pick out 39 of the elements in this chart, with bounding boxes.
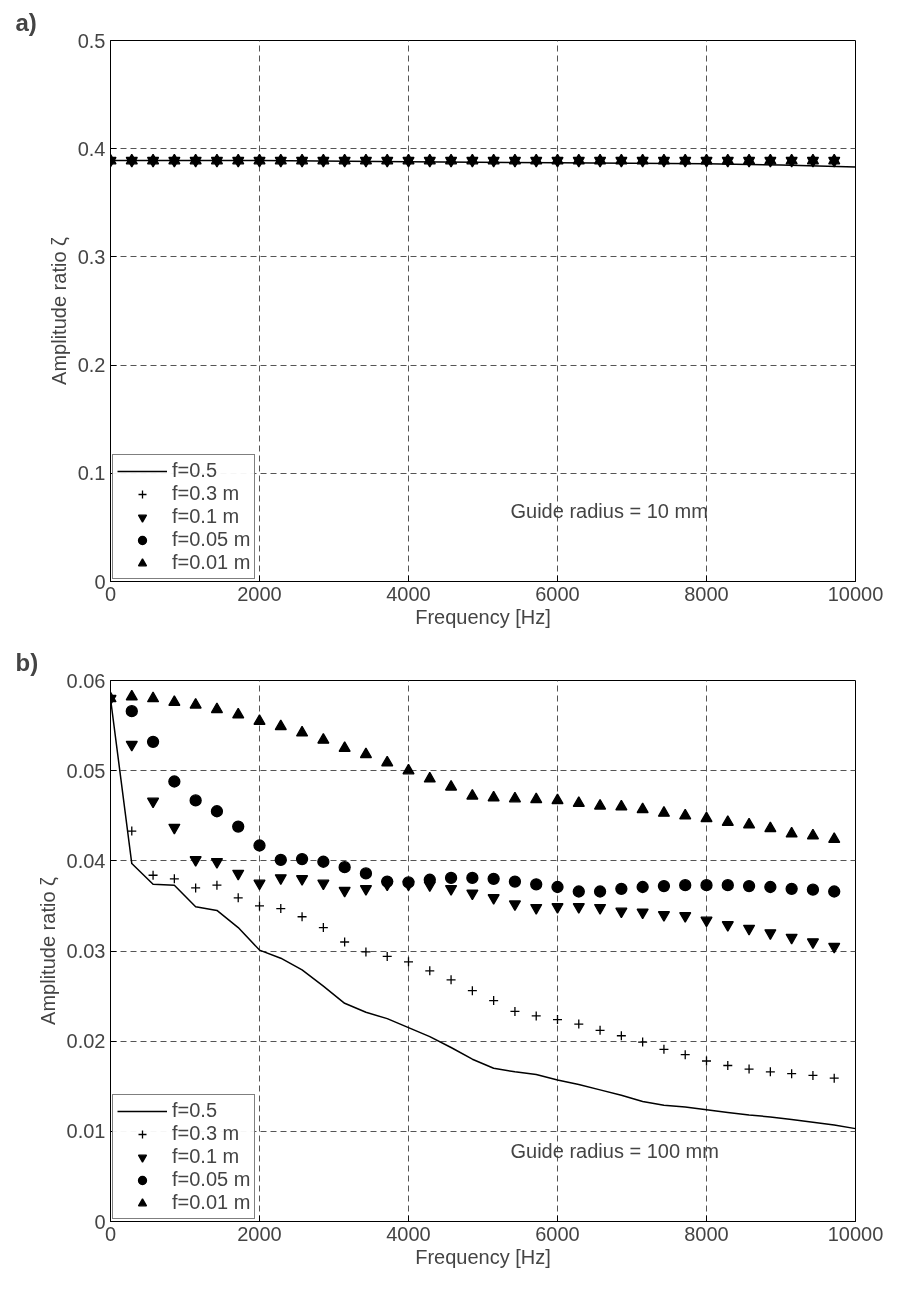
- legend-label: f=0.3 m: [172, 482, 240, 505]
- legend-label: f=0.5: [172, 1099, 218, 1122]
- x-tick-label: 2000: [237, 582, 282, 605]
- x-tick-label: 6000: [535, 1222, 580, 1245]
- x-tick-label: 4000: [386, 582, 431, 605]
- legend-label: f=0.01 m: [172, 1191, 251, 1214]
- legend-label: f=0.1 m: [172, 505, 240, 528]
- x-tick-label: 8000: [684, 582, 729, 605]
- y-tick-label: 0.03: [66, 940, 106, 962]
- y-tick-label: 0.05: [66, 759, 106, 782]
- y-tick-label: 0.02: [66, 1030, 106, 1053]
- legend-label: f=0.01 m: [172, 551, 251, 574]
- x-tick-label: 8000: [684, 1222, 729, 1245]
- y-tick-label: 0.4: [77, 137, 106, 160]
- y-tick-label: 0.5: [77, 29, 106, 52]
- y-axis-title: Amplitude ratio ζ: [36, 876, 59, 1025]
- x-tick-label: 10000: [827, 1222, 884, 1245]
- legend-label: f=0.5: [172, 459, 218, 482]
- y-tick-label: 0.2: [77, 354, 106, 377]
- legend-label: f=0.05 m: [172, 1168, 251, 1191]
- legend-label: f=0.1 m: [172, 1145, 240, 1168]
- x-tick-label: 10000: [827, 582, 884, 605]
- annotation: Guide radius = 10 mm: [510, 499, 708, 522]
- x-axis-title: Frequency [Hz]: [415, 1245, 551, 1268]
- x-tick-label: 4000: [386, 1222, 431, 1245]
- x-tick-label: 2000: [237, 1222, 282, 1245]
- legend-label: f=0.3 m: [172, 1122, 240, 1145]
- x-axis-title: Frequency [Hz]: [415, 605, 551, 628]
- y-tick-label: 0.3: [77, 245, 106, 268]
- y-tick-label: 0.01: [66, 1120, 106, 1143]
- legend-label: f=0.05 m: [172, 528, 251, 551]
- chart-title: b): [15, 648, 39, 676]
- y-tick-label: 0.06: [66, 669, 106, 692]
- annotation: Guide radius = 100 mm: [510, 1139, 719, 1162]
- y-axis-title: Amplitude ratio ζ: [47, 236, 70, 385]
- chart-title: a): [15, 8, 37, 36]
- y-tick-label: 0.1: [77, 462, 106, 485]
- x-tick-label: 6000: [535, 582, 580, 605]
- y-tick-label: 0.04: [66, 849, 106, 872]
